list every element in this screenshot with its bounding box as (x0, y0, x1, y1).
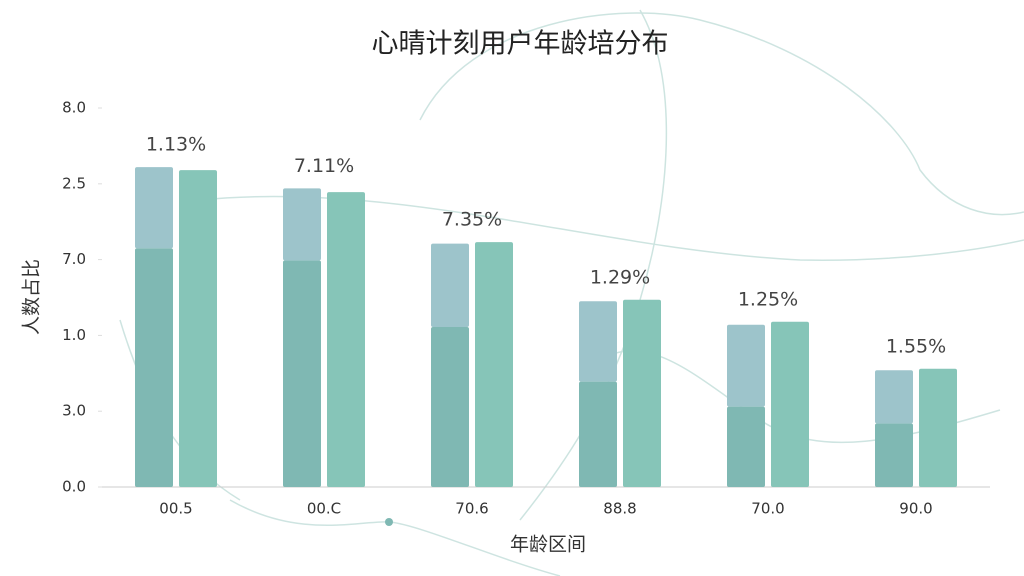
bar (475, 242, 513, 487)
data-label: 1.25% (738, 288, 798, 310)
y-tick-label: 7.0 (62, 250, 86, 268)
y-tick-label: 0.0 (62, 478, 86, 496)
bar-segment (283, 188, 321, 261)
decor-dot (385, 518, 393, 526)
y-tick-label: 3.0 (62, 402, 86, 420)
bar (623, 299, 661, 487)
x-tick-label: 00.C (307, 500, 341, 518)
x-axis-label: 年龄区间 (510, 534, 586, 556)
bar-segment (283, 260, 321, 487)
bar-segment (135, 167, 173, 249)
data-label: 1.29% (590, 266, 650, 288)
x-tick-label: 70.0 (751, 500, 784, 518)
bar-segment (135, 248, 173, 487)
bar (771, 321, 809, 487)
bar-segment (875, 423, 913, 487)
bar-segment (727, 324, 765, 407)
data-label: 1.55% (886, 335, 946, 357)
y-tick-label: 1.0 (62, 326, 86, 344)
y-tick-label: 8.0 (62, 99, 86, 117)
y-axis-label: 人数占比 (21, 259, 43, 335)
bar-segment (727, 406, 765, 487)
bar (327, 192, 365, 487)
bar-segment (579, 301, 617, 382)
bar-segment (579, 381, 617, 487)
data-label: 1.13% (146, 134, 206, 156)
chart-title: 心晴计刻用户年龄培分布 (372, 29, 669, 60)
x-tick-label: 88.8 (603, 500, 636, 518)
x-tick-label: 00.5 (159, 500, 192, 518)
bar-segment (875, 370, 913, 424)
bar (919, 368, 957, 487)
x-tick-label: 70.6 (455, 500, 488, 518)
data-label: 7.35% (442, 209, 502, 231)
bar-segment (431, 327, 469, 487)
bar-segment (431, 243, 469, 328)
y-tick-label: 2.5 (62, 174, 86, 192)
bar (179, 170, 217, 487)
x-tick-label: 90.0 (899, 500, 932, 518)
background-curves (119, 9, 1024, 576)
data-label: 7.11% (294, 155, 354, 177)
